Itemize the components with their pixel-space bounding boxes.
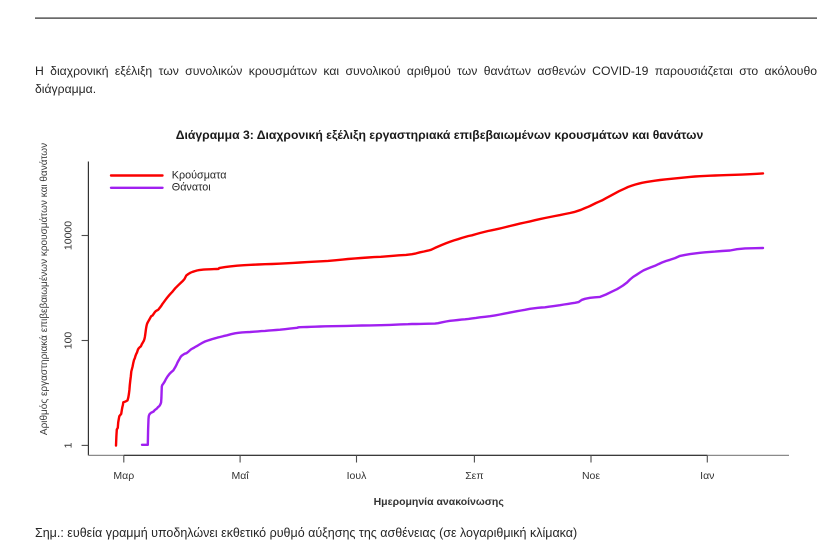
svg-text:Ιαν: Ιαν [700, 470, 714, 482]
svg-text:Μαΐ: Μαΐ [232, 470, 250, 482]
svg-text:100: 100 [62, 332, 74, 350]
svg-text:Σεπ: Σεπ [465, 470, 483, 482]
svg-text:10000: 10000 [62, 221, 74, 250]
svg-text:Κρούσματα: Κρούσματα [172, 170, 227, 182]
svg-text:Αριθμός εργαστηριακά επιβεβαιω: Αριθμός εργαστηριακά επιβεβαιωμένων κρου… [38, 143, 50, 435]
svg-text:Ημερομηνία ανακοίνωσης: Ημερομηνία ανακοίνωσης [374, 496, 505, 508]
svg-text:1: 1 [62, 442, 74, 448]
svg-text:Μαρ: Μαρ [113, 470, 134, 482]
svg-text:Νοε: Νοε [582, 470, 600, 482]
svg-text:Θάνατοι: Θάνατοι [172, 182, 211, 194]
svg-text:Ιουλ: Ιουλ [347, 470, 367, 482]
